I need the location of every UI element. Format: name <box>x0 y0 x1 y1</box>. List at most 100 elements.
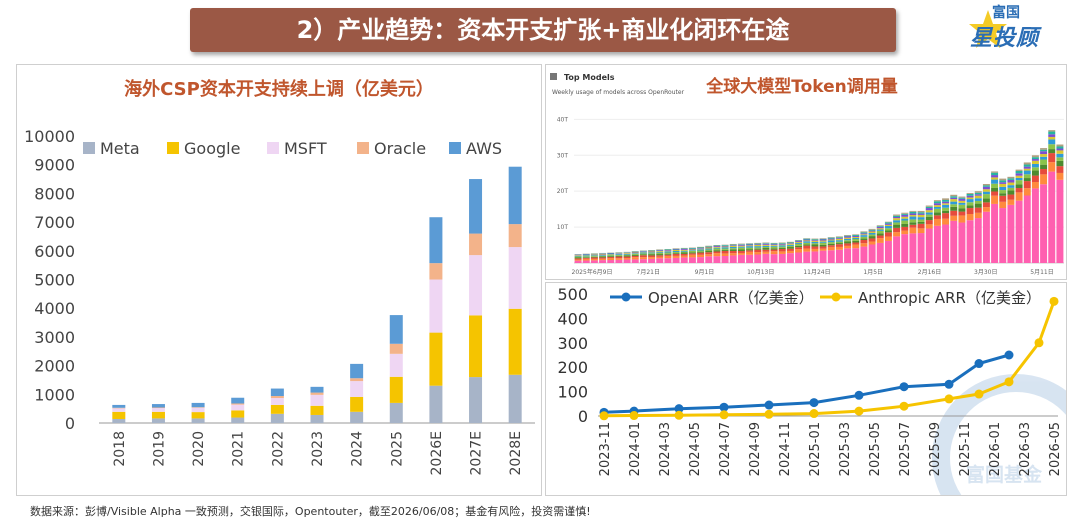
token-bar-segment <box>1031 157 1039 160</box>
token-bar-segment <box>860 232 868 234</box>
token-bar-segment <box>811 239 819 241</box>
bar-segment <box>231 403 245 405</box>
token-bar-segment <box>721 255 729 263</box>
token-bar-segment <box>974 198 982 201</box>
token-bar-segment <box>680 249 688 251</box>
token-bar-segment <box>876 229 884 231</box>
bar-segment <box>231 417 245 423</box>
x-tick-label: 3月30日 <box>974 269 997 276</box>
token-bar-segment <box>974 194 982 196</box>
token-bar-segment <box>737 243 745 245</box>
token-bar-segment <box>680 255 688 258</box>
token-bar-segment <box>746 244 754 246</box>
token-bar-segment <box>917 214 925 218</box>
token-bar-segment <box>942 199 950 202</box>
token-bar-segment <box>688 250 696 251</box>
token-bar-segment <box>1048 136 1056 140</box>
token-bar-segment <box>688 250 696 253</box>
token-bar-segment <box>737 247 745 250</box>
token-bar-segment <box>827 245 835 247</box>
token-bar-segment <box>754 254 762 263</box>
legend-label: OpenAI ARR（亿美金） <box>648 289 814 307</box>
token-bar-segment <box>999 201 1007 209</box>
token-bar-segment <box>1040 184 1048 263</box>
token-bar-segment <box>827 242 835 244</box>
token-bar-segment <box>852 234 860 236</box>
x-tick-label: 2025-01 <box>808 422 823 476</box>
token-bar-segment <box>999 193 1007 196</box>
bar-segment <box>191 418 205 423</box>
token-bar-segment <box>1015 180 1023 185</box>
token-bar-segment <box>811 246 819 249</box>
data-point <box>674 404 684 414</box>
bar-segment <box>429 332 443 386</box>
token-bar-segment <box>942 198 950 200</box>
token-bar-segment <box>999 208 1007 263</box>
token-chart-title: 全球大模型Token调用量 <box>705 76 898 97</box>
token-bar-segment <box>656 258 664 263</box>
x-tick-label: 2025-09 <box>928 422 943 476</box>
token-bar-segment <box>639 250 647 252</box>
bar-segment <box>469 315 483 378</box>
token-bar-segment <box>884 236 892 241</box>
token-bar-segment <box>909 211 917 214</box>
bar-segment <box>310 392 324 395</box>
token-bar-segment <box>909 210 917 212</box>
x-tick-label: 10月13日 <box>747 269 774 276</box>
token-bar-segment <box>811 240 819 242</box>
token-bar-segment <box>786 250 794 254</box>
token-bar-segment <box>631 252 639 254</box>
token-bar-segment <box>893 214 901 216</box>
data-point <box>899 382 909 392</box>
token-bar-segment <box>623 253 631 254</box>
capex-chart-title: 海外CSP资本开支持续上调（亿美元） <box>124 78 434 100</box>
token-bar-segment <box>795 241 803 243</box>
token-bar-segment <box>746 251 754 255</box>
token-bar-segment <box>599 254 607 256</box>
token-bar-segment <box>729 244 737 246</box>
token-bar-segment <box>754 244 762 245</box>
brand-logo: 富国 星投顾 <box>968 2 1076 56</box>
token-bar-segment <box>917 233 925 263</box>
bar-segment <box>508 374 522 423</box>
bar-segment <box>429 217 443 264</box>
token-bar-segment <box>795 240 803 241</box>
token-bar-segment <box>835 249 843 263</box>
token-bar-segment <box>917 217 925 220</box>
token-bar-segment <box>639 254 647 256</box>
bar-segment <box>508 224 522 248</box>
token-bar-segment <box>729 245 737 246</box>
token-bar-segment <box>664 250 672 252</box>
token-chart-header: Top Models <box>564 73 615 82</box>
bar-segment <box>191 407 205 413</box>
token-bar-segment <box>1015 177 1023 181</box>
token-bar-segment <box>688 252 696 254</box>
token-bar-segment <box>615 259 623 263</box>
token-bar-segment <box>680 250 688 252</box>
token-bar-segment <box>1056 179 1064 263</box>
token-bar-segment <box>697 248 705 249</box>
token-bar-segment <box>631 254 639 256</box>
token-bar-segment <box>982 189 990 192</box>
token-bar-segment <box>827 250 835 263</box>
token-bar-segment <box>827 238 835 240</box>
token-bar-segment <box>966 208 974 214</box>
token-bar-segment <box>835 237 843 239</box>
data-point <box>674 410 684 420</box>
token-bar-segment <box>729 255 737 263</box>
token-bar-segment <box>991 175 999 178</box>
x-tick-label: 5月11日 <box>1030 269 1053 276</box>
token-bar-segment <box>754 252 762 255</box>
token-bar-segment <box>852 244 860 249</box>
token-bar-segment <box>729 249 737 251</box>
token-bar-segment <box>860 235 868 237</box>
token-bar-segment <box>852 237 860 239</box>
token-bar-segment <box>607 256 615 257</box>
x-tick-label: 2024-05 <box>688 422 703 476</box>
data-point <box>809 398 819 408</box>
token-bar-segment <box>958 202 966 205</box>
token-bar-segment <box>999 190 1007 194</box>
legend-marker <box>621 292 631 302</box>
token-bar-segment <box>893 224 901 228</box>
token-bar-segment <box>615 258 623 260</box>
